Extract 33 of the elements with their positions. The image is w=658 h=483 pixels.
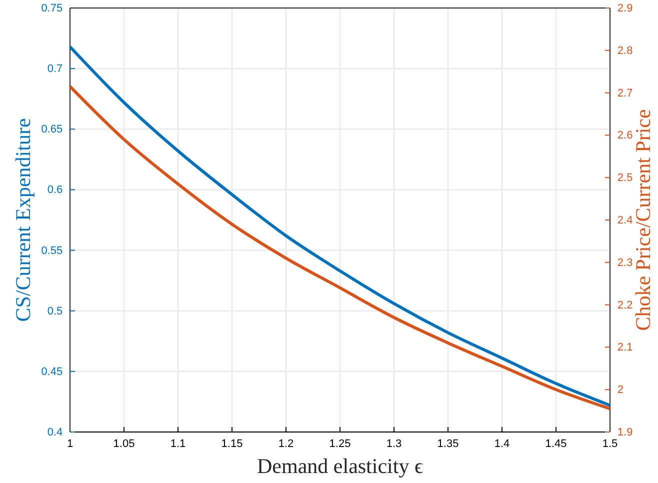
y-axis-title: CS/Current Expenditure bbox=[11, 118, 35, 322]
x-tick-label: 1.1 bbox=[170, 438, 186, 450]
x-tick-label: 1.2 bbox=[278, 438, 294, 450]
y2-tick-label: 2.2 bbox=[617, 299, 633, 312]
x-tick-label: 1.45 bbox=[545, 438, 567, 450]
x-tick-label: 1.05 bbox=[113, 438, 135, 450]
x-tick-label: 1.3 bbox=[386, 438, 402, 450]
y2-tick-label: 2.3 bbox=[617, 256, 633, 269]
y2-tick-label: 2.5 bbox=[617, 172, 633, 184]
y2-axis-title: Choke Price/Current Price bbox=[631, 109, 655, 331]
y2-tick-label: 1.9 bbox=[617, 426, 633, 439]
y2-tick-label: 2.7 bbox=[617, 87, 633, 100]
x-tick-label: 1.5 bbox=[602, 438, 618, 450]
x-axis-title: Demand elasticity ϵ bbox=[257, 454, 424, 478]
y-tick-label: 0.4 bbox=[47, 426, 63, 439]
y2-tick-label: 2 bbox=[617, 384, 624, 396]
y-tick-label: 0.6 bbox=[47, 184, 63, 196]
y2-tick-label: 2.1 bbox=[617, 342, 633, 354]
x-tick-label: 1.25 bbox=[329, 438, 351, 450]
x-tick-label: 1.15 bbox=[221, 438, 243, 450]
x-tick-label: 1.35 bbox=[437, 438, 459, 450]
x-tick-label: 1 bbox=[66, 438, 74, 450]
y2-tick-label: 2.9 bbox=[617, 2, 633, 15]
y-tick-label: 0.75 bbox=[41, 2, 63, 15]
y2-tick-label: 2.6 bbox=[617, 130, 633, 142]
y-tick-label: 0.5 bbox=[47, 305, 63, 318]
y-tick-label: 0.55 bbox=[41, 244, 63, 257]
y-tick-label: 0.65 bbox=[41, 124, 63, 136]
y2-tick-label: 2.4 bbox=[617, 214, 633, 227]
x-tick-label: 1.4 bbox=[494, 438, 510, 450]
y2-tick-label: 2.8 bbox=[617, 44, 633, 57]
y-tick-label: 0.45 bbox=[41, 366, 63, 378]
y-tick-label: 0.7 bbox=[47, 63, 63, 76]
